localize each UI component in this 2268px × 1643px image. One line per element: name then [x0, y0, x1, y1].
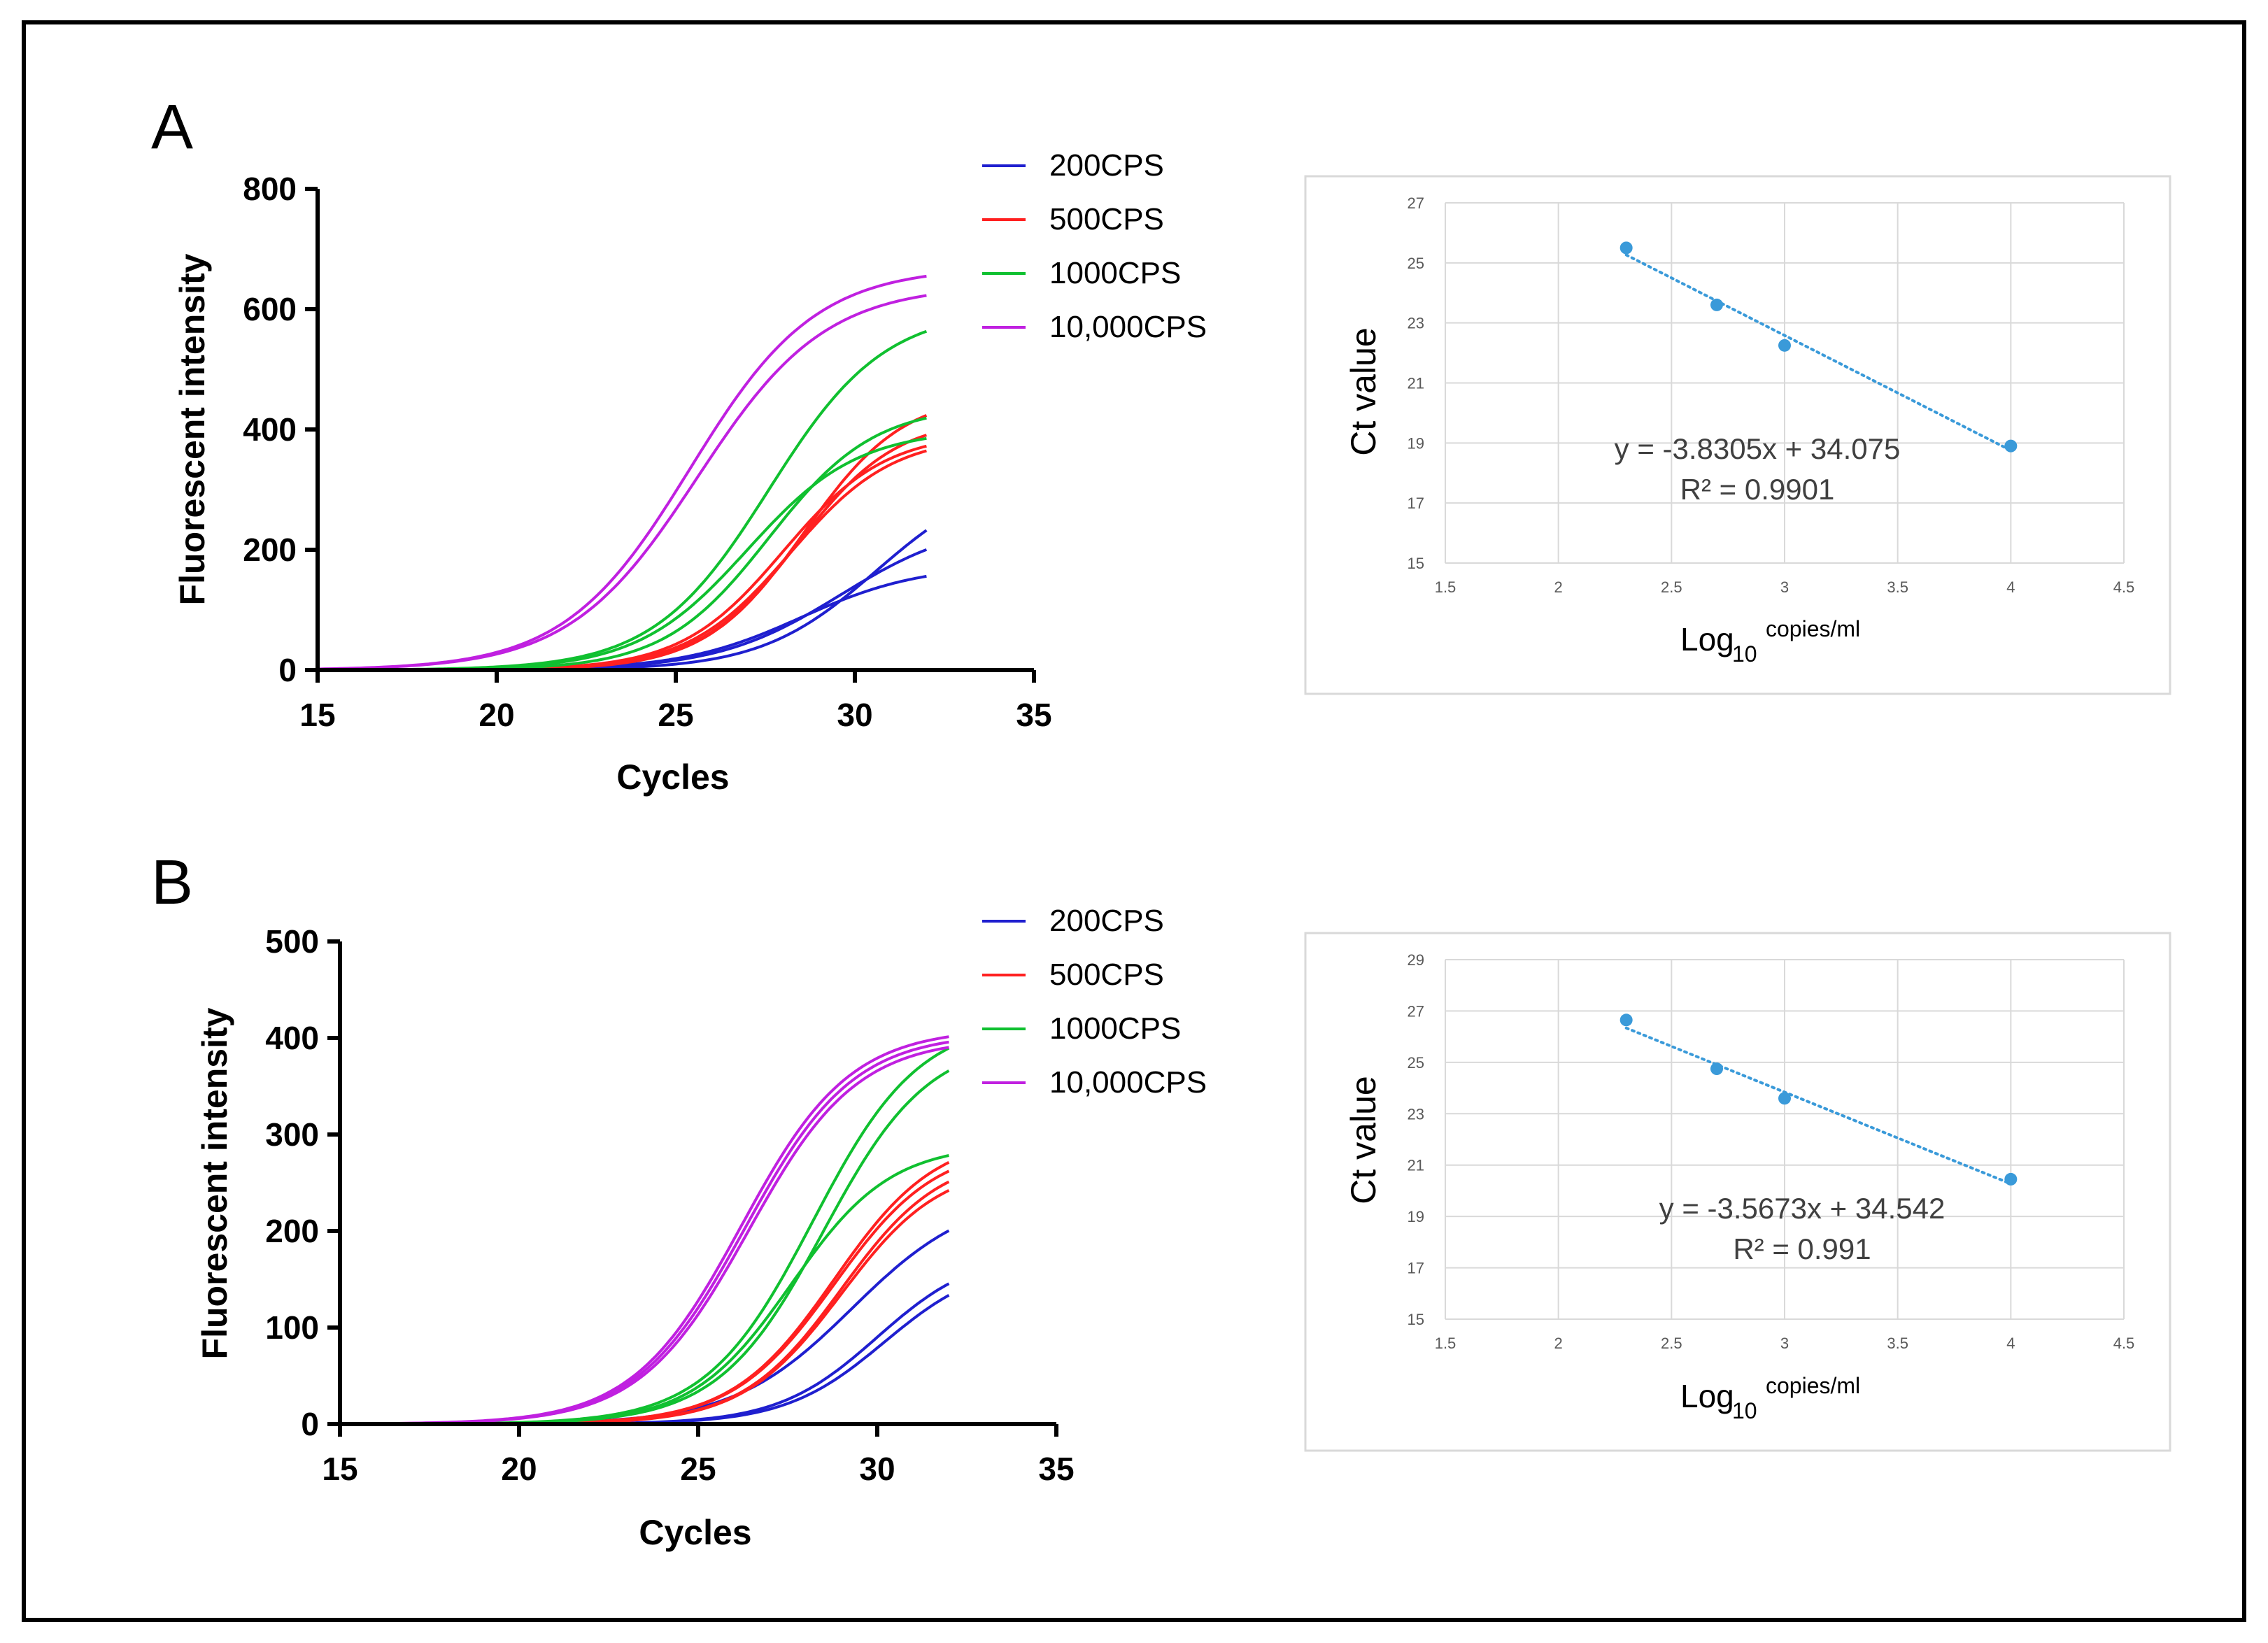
- x-axis-title-main: Log: [1680, 1378, 1734, 1414]
- x-tick-label: 2: [1554, 1335, 1563, 1352]
- panel-label-a: A: [151, 92, 193, 162]
- standard-curve-chart-b: 1.5 2 2.5 3 3.5 4 4.5 15 17 19 21 23 25 27 29 y = -3.5…: [1304, 932, 2171, 1452]
- x-axis-title-superscript: copies/ml: [1766, 1373, 1860, 1398]
- y-tick-label: 0: [301, 1406, 319, 1442]
- x-tick-label: 20: [479, 697, 514, 733]
- y-tick-label: 100: [265, 1309, 319, 1346]
- y-tick-label: 800: [243, 171, 297, 207]
- x-tick-label: 30: [859, 1451, 895, 1487]
- x-axis-title-subscript: 10: [1732, 1398, 1757, 1423]
- y-tick-label: 0: [278, 652, 297, 688]
- standard-curve-chart-a: 1.5 2 2.5 3 3.5 4 4.5 15 17 19 21 23 25 27 y = -3.830…: [1304, 175, 2171, 695]
- x-axis-title-superscript: copies/ml: [1766, 616, 1860, 641]
- x-tick-label: 4.5: [2113, 1335, 2135, 1352]
- legend: 200CPS 500CPS 1000CPS 10,000CPS: [982, 904, 1207, 1100]
- data-point: [1620, 1013, 1633, 1027]
- r-squared-label: R² = 0.991: [1733, 1232, 1871, 1265]
- equation-label: y = -3.8305x + 34.075: [1615, 432, 1901, 465]
- x-tick-label: 1.5: [1435, 1335, 1457, 1352]
- data-point: [1778, 339, 1791, 352]
- x-axis-title-main: Log: [1680, 621, 1734, 657]
- x-tick-label: 2: [1554, 578, 1563, 596]
- x-tick-label: 4: [2006, 1335, 2015, 1352]
- x-tick-label: 4.5: [2113, 578, 2135, 596]
- y-tick-label: 23: [1408, 315, 1424, 332]
- x-tick-label: 3: [1780, 1335, 1789, 1352]
- legend-label-200cps: 200CPS: [1049, 904, 1164, 938]
- x-tick-label: 3.5: [1887, 578, 1908, 596]
- y-tick-label: 27: [1408, 194, 1424, 212]
- y-axis-title: Ct value: [1344, 1076, 1383, 1204]
- y-tick-label: 19: [1408, 434, 1424, 452]
- x-axis-title-subscript: 10: [1732, 641, 1757, 667]
- y-tick-label: 17: [1408, 495, 1424, 512]
- x-axis-title: Log 10 copies/ml: [1680, 1373, 1860, 1423]
- x-tick-label: 3.5: [1887, 1335, 1908, 1352]
- curve-10000cps: [318, 294, 927, 671]
- x-tick-label: 4: [2006, 578, 2015, 596]
- amplification-chart-a: 15 20 25 30 35 0 200 400 600 800 Cycles Fluoresce…: [173, 148, 1207, 797]
- y-tick-label: 500: [265, 923, 319, 960]
- legend-label-500cps: 500CPS: [1049, 202, 1164, 236]
- x-tick-label: 15: [322, 1451, 357, 1487]
- y-tick-label: 19: [1408, 1208, 1424, 1225]
- x-tick-label: 25: [658, 697, 693, 733]
- y-tick-label: 21: [1408, 375, 1424, 392]
- x-axis-title: Cycles: [616, 758, 729, 797]
- x-tick-label: 30: [837, 697, 872, 733]
- x-axis-title: Log 10 copies/ml: [1680, 616, 1860, 667]
- y-tick-label: 15: [1408, 1311, 1424, 1328]
- data-point: [1710, 1062, 1723, 1076]
- legend-label-500cps: 500CPS: [1049, 958, 1164, 992]
- y-tick-label: 15: [1408, 555, 1424, 572]
- y-axis-title: Fluorescent intensity: [195, 1007, 234, 1359]
- data-point: [2004, 1172, 2018, 1186]
- y-tick-label: 17: [1408, 1260, 1424, 1277]
- y-tick-label: 200: [243, 532, 297, 568]
- y-axis-title: Ct value: [1344, 327, 1383, 455]
- y-tick-label: 21: [1408, 1157, 1424, 1174]
- x-tick-label: 20: [501, 1451, 537, 1487]
- x-tick-label: 2.5: [1661, 1335, 1682, 1352]
- chart-border: [1304, 932, 2171, 1452]
- trendline: [1624, 1026, 2013, 1186]
- amplification-chart-b: 15 20 25 30 35 0 100 200 300 400 500 Cycles Fluore…: [195, 904, 1207, 1552]
- legend-label-1000cps: 1000CPS: [1049, 256, 1181, 290]
- legend-label-200cps: 200CPS: [1049, 148, 1164, 183]
- y-tick-label: 400: [265, 1020, 319, 1056]
- data-point: [1710, 298, 1723, 311]
- y-tick-label: 27: [1408, 1002, 1424, 1020]
- y-axis-title: Fluorescent intensity: [173, 253, 212, 605]
- legend-label-10000cps: 10,000CPS: [1049, 310, 1207, 344]
- data-point: [2004, 439, 2018, 453]
- legend-label-1000cps: 1000CPS: [1049, 1011, 1181, 1046]
- x-tick-label: 25: [680, 1451, 716, 1487]
- y-tick-label: 200: [265, 1213, 319, 1249]
- x-tick-label: 3: [1780, 578, 1789, 596]
- y-tick-label: 29: [1408, 951, 1424, 969]
- x-tick-label: 2.5: [1661, 578, 1682, 596]
- y-tick-label: 25: [1408, 1054, 1424, 1072]
- x-tick-label: 35: [1016, 697, 1051, 733]
- y-tick-label: 25: [1408, 255, 1424, 272]
- y-tick-label: 300: [265, 1116, 319, 1153]
- trendline: [1624, 253, 2013, 452]
- legend: 200CPS 500CPS 1000CPS 10,000CPS: [982, 148, 1207, 344]
- data-point: [1778, 1092, 1791, 1105]
- y-tick-label: 400: [243, 411, 297, 448]
- legend-label-10000cps: 10,000CPS: [1049, 1065, 1207, 1100]
- x-tick-label: 35: [1038, 1451, 1074, 1487]
- y-tick-label: 600: [243, 291, 297, 327]
- x-tick-label: 15: [299, 697, 335, 733]
- x-axis-title: Cycles: [639, 1513, 751, 1552]
- equation-label: y = -3.5673x + 34.542: [1659, 1192, 1945, 1225]
- r-squared-label: R² = 0.9901: [1680, 473, 1835, 506]
- data-point: [1620, 241, 1633, 255]
- panel-label-b: B: [151, 848, 193, 918]
- x-tick-label: 1.5: [1435, 578, 1457, 596]
- y-tick-label: 23: [1408, 1105, 1424, 1123]
